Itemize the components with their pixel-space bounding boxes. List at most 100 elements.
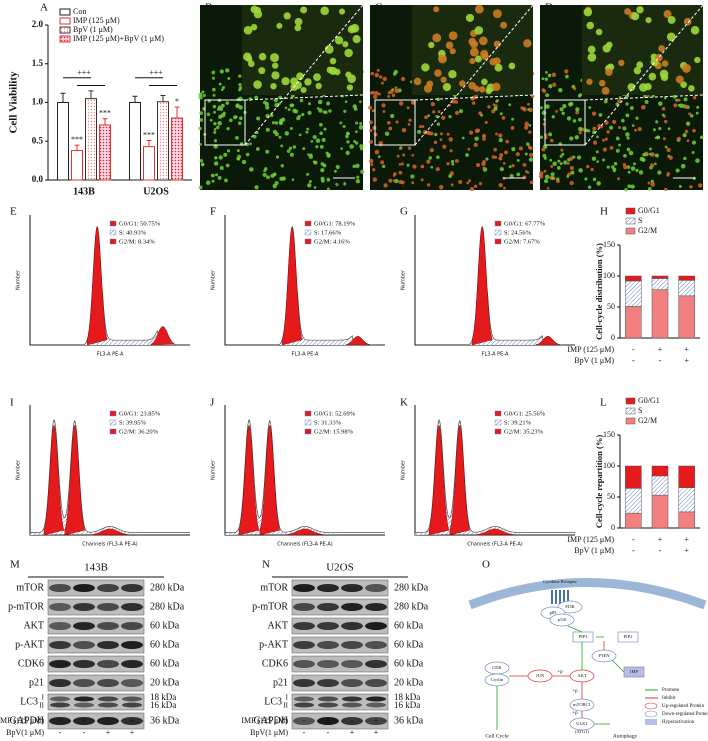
phase-peak	[474, 528, 516, 536]
cell	[650, 163, 655, 168]
cell	[615, 136, 620, 141]
band	[73, 622, 95, 630]
panel-letter: J	[210, 397, 215, 409]
band	[97, 584, 119, 592]
cell	[254, 185, 259, 190]
cell	[575, 107, 580, 112]
cell	[262, 172, 267, 177]
cell	[353, 140, 357, 143]
legend-swatch	[625, 417, 636, 425]
scale-label: 200 μm	[673, 180, 695, 188]
band-label: I	[42, 694, 45, 702]
band	[294, 696, 314, 702]
cell	[400, 162, 404, 166]
zoom-box	[544, 99, 586, 146]
legend-label: Down-regulated Protein	[662, 712, 708, 717]
cell	[370, 163, 374, 167]
legend-label: G2/M: 8.34%	[119, 238, 155, 245]
cell	[301, 112, 305, 117]
cell	[575, 110, 580, 115]
cell	[288, 146, 293, 150]
cell	[218, 82, 222, 86]
cell	[595, 150, 599, 154]
cell	[212, 87, 216, 92]
blot-title: 143B	[84, 562, 108, 574]
cell	[321, 137, 326, 143]
y-tick-label: 50	[607, 302, 615, 311]
cell	[649, 152, 652, 156]
cell	[628, 150, 634, 156]
cell	[223, 152, 228, 157]
cell	[501, 115, 506, 120]
band	[121, 622, 143, 630]
condition-mark: -	[632, 535, 635, 544]
cell	[465, 153, 469, 157]
protein-label: mTOR	[16, 582, 44, 593]
cell	[502, 161, 506, 165]
band	[49, 660, 71, 668]
cell	[383, 183, 388, 188]
cell	[578, 168, 583, 173]
cell	[644, 100, 649, 104]
cell	[345, 150, 350, 156]
cell	[489, 58, 497, 66]
cell	[492, 103, 496, 106]
cell	[592, 140, 598, 145]
cell	[326, 153, 331, 158]
cell	[238, 86, 243, 90]
cell	[411, 153, 415, 157]
cell	[322, 110, 327, 114]
protein-label: LC3	[264, 696, 282, 707]
legend-swatch	[304, 410, 312, 417]
cell	[627, 83, 636, 91]
membrane	[468, 578, 707, 610]
cell	[539, 106, 543, 110]
bar-segment	[625, 512, 642, 529]
cell	[448, 174, 452, 178]
cell	[604, 120, 609, 125]
node-label: AKT	[577, 673, 586, 678]
cell	[668, 155, 673, 160]
band	[365, 622, 387, 630]
cell	[199, 118, 204, 122]
cell	[675, 75, 684, 84]
cell	[417, 129, 422, 134]
condition-mark: -	[659, 356, 662, 365]
cell	[558, 87, 563, 93]
cell	[346, 84, 354, 91]
cell	[591, 111, 597, 116]
cell	[320, 168, 325, 173]
y-tick-label: 0	[611, 523, 615, 532]
scale-label: 200 μm	[503, 180, 525, 188]
cell	[338, 8, 346, 15]
cell	[647, 181, 651, 185]
axis-label: Number	[401, 459, 407, 480]
band	[317, 603, 339, 611]
blot-title: U2OS	[326, 562, 354, 574]
cell	[633, 66, 642, 75]
cell	[551, 115, 555, 119]
cell	[542, 153, 547, 158]
cell	[436, 122, 441, 126]
protein-label: GAPDH	[10, 715, 44, 726]
band	[341, 660, 363, 668]
legend-label: S: 17.66%	[314, 229, 342, 236]
phase-peak	[449, 424, 471, 536]
band-label: II	[39, 702, 44, 710]
y-axis-label: Cell Viability	[8, 71, 20, 134]
cell	[198, 185, 203, 190]
cell	[368, 158, 374, 164]
cell	[235, 135, 239, 140]
phase-peak	[535, 336, 560, 346]
cell	[458, 179, 463, 185]
protein-label: mTOR	[260, 582, 288, 593]
cell	[625, 132, 630, 137]
histogram-outline	[30, 225, 190, 346]
cell	[569, 165, 574, 171]
cell	[213, 130, 217, 134]
legend-swatch	[304, 419, 312, 426]
band-label: I	[286, 694, 289, 702]
cell	[634, 128, 638, 132]
cell	[635, 116, 639, 120]
node-label: PIP2	[624, 634, 633, 639]
